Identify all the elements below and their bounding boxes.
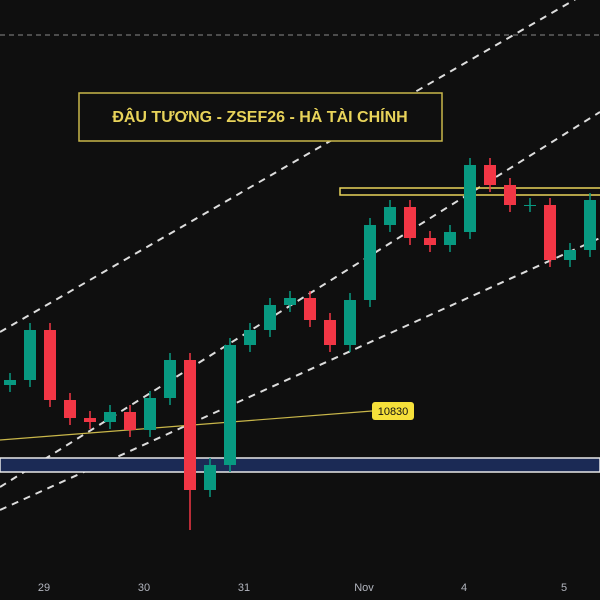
x-tick-label: Nov <box>354 582 374 594</box>
channel-upper <box>0 0 577 333</box>
candle-body <box>244 330 256 345</box>
candle-body <box>524 205 536 206</box>
candle-body <box>364 225 376 300</box>
candle-body <box>584 200 596 250</box>
support-zone <box>0 457 600 473</box>
channel-lower <box>0 111 600 488</box>
candle-body <box>64 400 76 418</box>
candle-body <box>104 412 116 422</box>
candle-body <box>184 360 196 490</box>
x-tick-label: 30 <box>138 582 150 594</box>
candle-body <box>24 330 36 380</box>
x-tick-label: 29 <box>38 582 50 594</box>
candle-body <box>404 207 416 238</box>
candle-body <box>44 330 56 400</box>
candle-body <box>544 205 556 260</box>
candle-body <box>264 305 276 330</box>
candle-body <box>324 320 336 345</box>
candle-body <box>464 165 476 232</box>
candle-body <box>4 380 16 385</box>
title-box <box>78 92 443 142</box>
x-tick-label: 5 <box>561 582 567 594</box>
x-tick-label: 4 <box>461 582 467 594</box>
candle-body <box>564 250 576 260</box>
x-tick-label: 31 <box>238 582 250 594</box>
candle-body <box>344 300 356 345</box>
candle-body <box>484 165 496 185</box>
chart-title: ĐẬU TƯƠNG - ZSEF26 - HÀ TÀI CHÍNH <box>112 107 407 126</box>
candle-body <box>444 232 456 245</box>
candle-body <box>84 418 96 422</box>
candle-body <box>124 412 136 430</box>
annotation-tag <box>372 402 414 420</box>
candle-body <box>384 207 396 225</box>
candle-body <box>224 345 236 465</box>
candle-body <box>304 298 316 320</box>
candle-body <box>504 185 516 205</box>
candle-body <box>204 465 216 490</box>
candle-body <box>164 360 176 398</box>
candle-body <box>424 238 436 245</box>
candle-body <box>144 398 156 430</box>
annotation-label: 10830 <box>378 406 409 418</box>
candle-body <box>284 298 296 305</box>
